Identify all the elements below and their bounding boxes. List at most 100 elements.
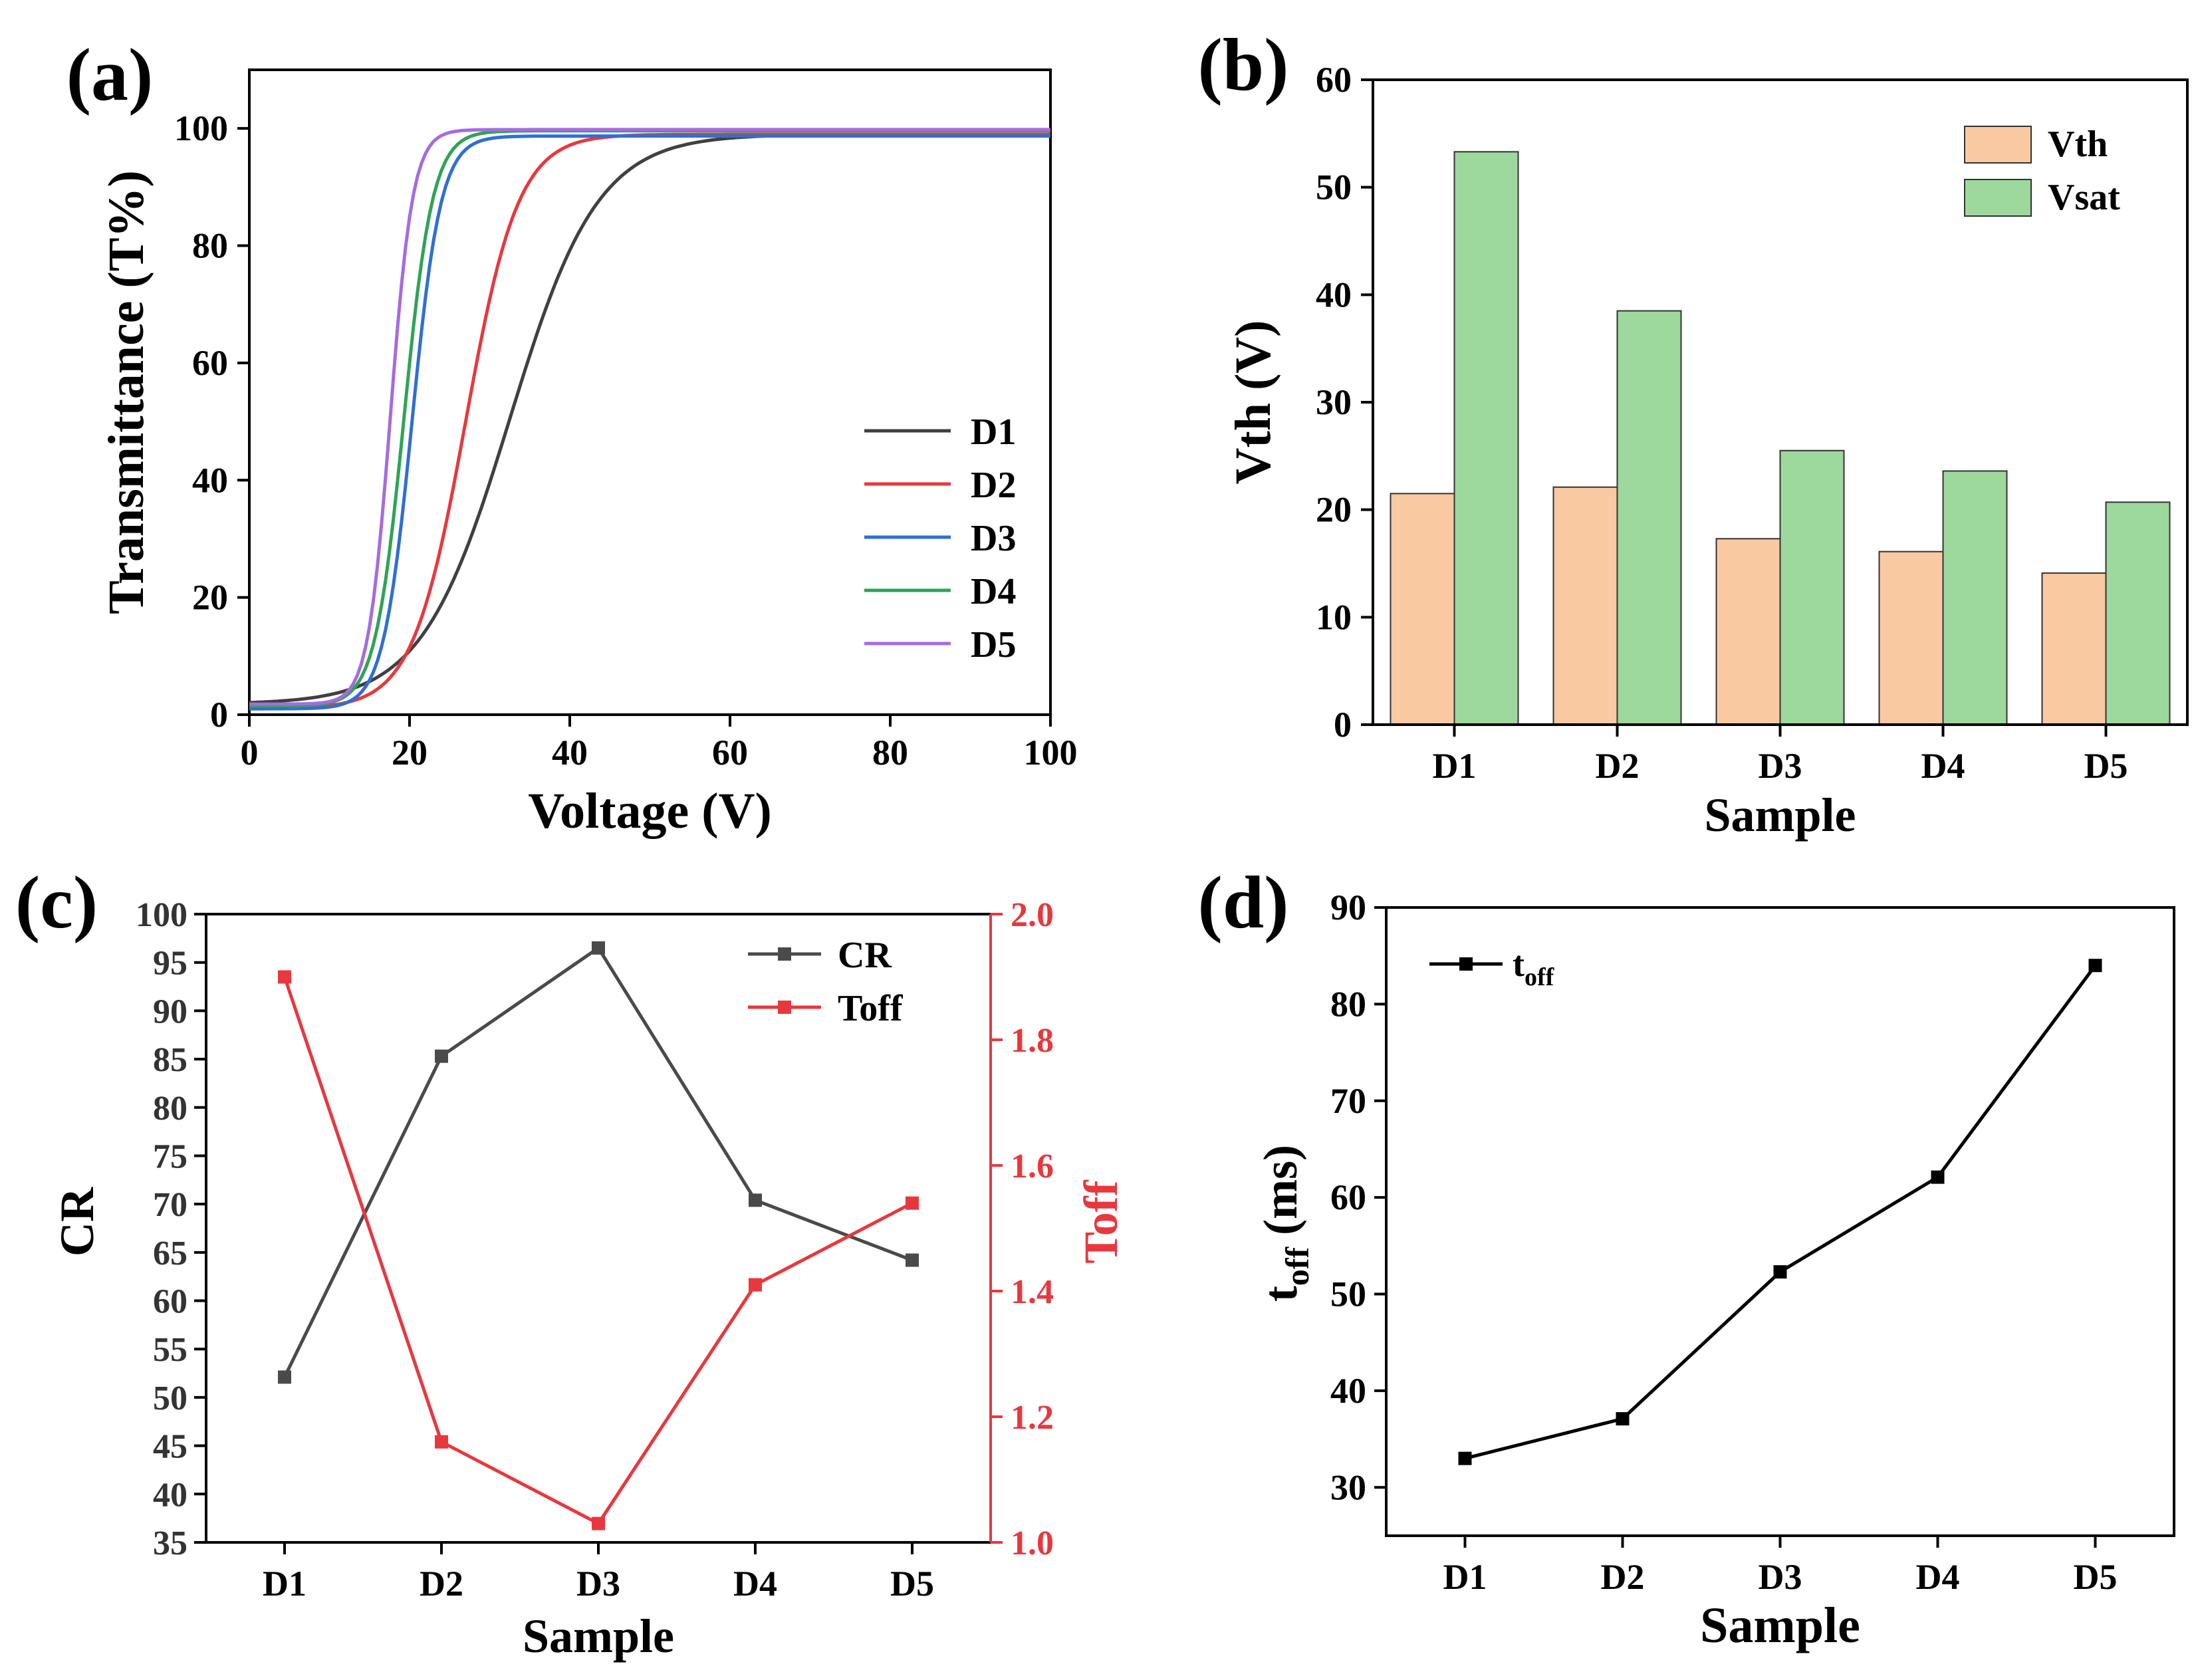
marker-Toff-D4 [749, 1278, 762, 1292]
bar-Vsat-D3 [1779, 449, 1845, 725]
y-tick-right-label-c: 1.2 [1011, 1399, 1054, 1437]
y-tick-right-label-c: 1.6 [1011, 1147, 1054, 1185]
y-tick-label-d: 50 [1330, 1274, 1366, 1314]
x-tick-label-a: 80 [872, 733, 908, 773]
bar-Vsat-D5 [2105, 501, 2171, 725]
y-tick-label-c: 35 [153, 1524, 187, 1562]
x-axis-label-d: Sample [1700, 1598, 1860, 1653]
legend-marker-Toff [778, 1001, 791, 1014]
legend-label-D1: D1 [971, 412, 1016, 453]
x-tick-label-d: D2 [1601, 1557, 1645, 1597]
y-tick-label-d: 90 [1330, 888, 1366, 927]
legend-swatch-Vth [1964, 126, 2032, 164]
y-tick-label-b: 10 [1316, 597, 1352, 637]
bar-Vth-D3 [1715, 538, 1781, 725]
x-tick-label-d: D3 [1759, 1557, 1802, 1597]
x-tick-label-b: D1 [1433, 746, 1477, 786]
y-axis-label-d-unit: (ms) [1254, 1145, 1307, 1247]
y-tick-label-a: 60 [192, 343, 228, 383]
x-tick-label-a: 0 [241, 733, 259, 773]
x-tick-label-c: D1 [263, 1564, 306, 1604]
bar-Vth-D1 [1390, 493, 1455, 726]
panel-label-c: (c) [15, 862, 98, 944]
curve-D3 [249, 134, 1050, 711]
line-toff [1464, 964, 2097, 1461]
legend-label-toff: toff [1513, 944, 1555, 991]
y-tick-label-d: 30 [1330, 1467, 1366, 1507]
y-tick-right-label-c: 2.0 [1011, 896, 1054, 934]
y-tick-label-c: 55 [153, 1331, 187, 1369]
y-axis-label-a: Transmittance (T%) [98, 170, 154, 614]
x-tick-label-a: 20 [392, 733, 427, 773]
bar-Vsat-D2 [1616, 310, 1682, 726]
y-tick-label-a: 40 [192, 460, 228, 500]
y-tick-label-c: 75 [153, 1138, 187, 1175]
panel-b: (b) D1 D2 D3 D4 D5 0 10 20 30 40 50 60 Sample Vth (V) V… [1198, 24, 2189, 842]
legend-marker-toff [1459, 957, 1473, 971]
x-tick-label-d: D4 [1916, 1557, 1960, 1597]
y-tick-label-c: 60 [153, 1283, 187, 1321]
y-axis-label-d-main: t [1254, 1286, 1307, 1302]
x-tick-label-b: D3 [1759, 746, 1802, 786]
marker-Toff-D3 [592, 1516, 605, 1530]
y-tick-label-b: 60 [1316, 60, 1352, 100]
x-tick-label-b: D4 [1921, 746, 1965, 786]
marker-CR-D5 [906, 1253, 919, 1267]
legend-label-D2: D2 [971, 465, 1016, 506]
y-tick-label-c: 45 [153, 1428, 187, 1466]
y-tick-label-d: 60 [1330, 1177, 1366, 1217]
bar-Vth-D5 [2041, 572, 2107, 725]
x-tick-label-b: D2 [1596, 746, 1640, 786]
legend-swatch-Vsat [1964, 179, 2032, 217]
y-tick-label-c: 80 [153, 1090, 187, 1128]
panel-label-a: (a) [66, 34, 154, 116]
legend-label-Toff: Toff [838, 988, 904, 1029]
legend-label-Vth: Vth [2048, 124, 2108, 165]
panel-label-d: (d) [1198, 862, 1289, 944]
marker-toff-D2 [1616, 1412, 1630, 1426]
y-tick-label-c: 100 [136, 896, 187, 934]
plot-frame-d [1385, 906, 2175, 1537]
y-tick-right-label-c: 1.8 [1011, 1022, 1054, 1060]
marker-Toff-D5 [906, 1196, 919, 1210]
x-tick-label-b: D5 [2084, 746, 2128, 786]
plot-frame-a [248, 68, 1052, 716]
y-tick-label-c: 90 [153, 993, 187, 1030]
y-tick-label-d: 40 [1330, 1371, 1366, 1411]
y-axis-label-d: toff (ms) [1254, 1145, 1316, 1302]
marker-Toff-D2 [435, 1435, 448, 1449]
y-axis-label-d-sub: off [1279, 1246, 1316, 1286]
y-tick-label-b: 0 [1334, 705, 1352, 745]
y-tick-right-label-c: 1.0 [1011, 1524, 1054, 1562]
x-tick-label-d: D1 [1443, 1557, 1487, 1597]
marker-CR-D3 [592, 941, 605, 955]
marker-toff-D1 [1458, 1451, 1472, 1465]
y-axis-label-b: Vth (V) [1225, 320, 1281, 485]
legend-label-Vsat: Vsat [2048, 177, 2120, 218]
y-tick-label-c: 40 [153, 1476, 187, 1514]
x-tick-label-c: D5 [890, 1564, 934, 1604]
bar-Vth-D4 [1878, 550, 1944, 725]
marker-toff-D4 [1931, 1170, 1945, 1184]
legend-marker-CR [778, 947, 791, 961]
y-tick-label-c: 70 [153, 1186, 187, 1224]
y-tick-label-b: 20 [1316, 490, 1352, 530]
y-tick-label-c: 95 [153, 945, 187, 983]
marker-toff-D5 [2088, 959, 2102, 973]
y-tick-label-a: 100 [174, 108, 228, 148]
x-tick-label-a: 60 [712, 733, 748, 773]
y-tick-label-d: 70 [1330, 1081, 1366, 1121]
x-tick-label-d: D5 [2074, 1557, 2118, 1597]
legend-label-CR: CR [838, 935, 892, 976]
y-tick-label-a: 20 [192, 578, 228, 618]
marker-CR-D1 [278, 1370, 291, 1384]
x-axis-label-b: Sample [1704, 788, 1856, 842]
y-tick-label-d: 80 [1330, 984, 1366, 1024]
panel-label-b: (b) [1198, 24, 1289, 106]
legend-label-D5: D5 [971, 624, 1016, 665]
line-Toff [283, 976, 914, 1526]
y-tick-right-label-c: 1.4 [1011, 1273, 1054, 1311]
legend-label-toff-sub: off [1524, 963, 1555, 991]
